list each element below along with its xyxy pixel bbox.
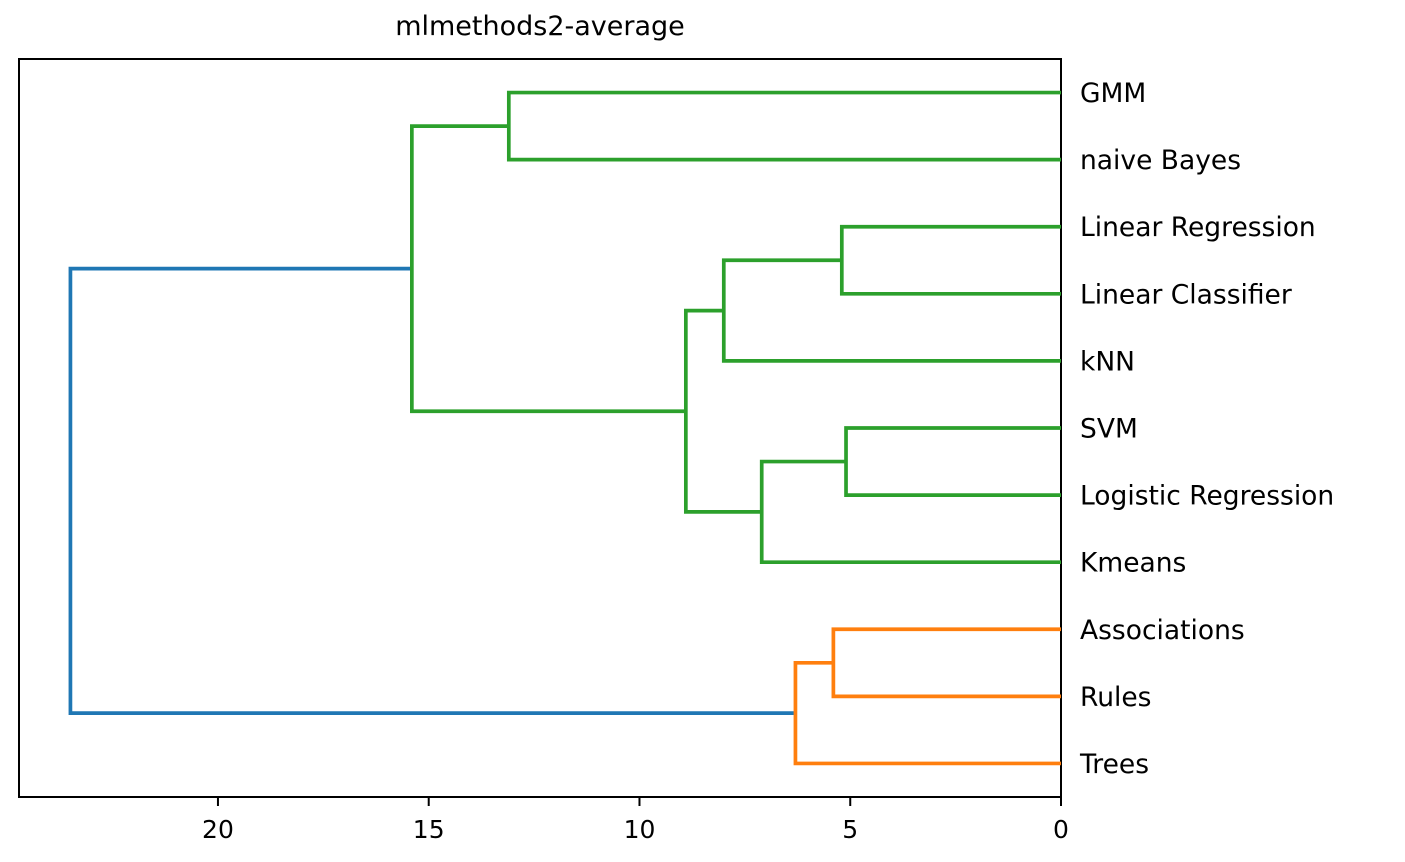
leaf-label: naive Bayes	[1080, 145, 1241, 176]
leaf-label: Linear Regression	[1080, 212, 1316, 243]
leaf-label: GMM	[1080, 78, 1146, 109]
axis-tick-label: 10	[624, 815, 656, 844]
leaf-label: Logistic Regression	[1080, 481, 1334, 512]
leaf-label: Kmeans	[1080, 548, 1186, 579]
dendrogram-link	[839, 224, 1061, 296]
dendrogram-link	[683, 308, 762, 514]
dendrogram-link	[831, 627, 1061, 699]
leaf-label: kNN	[1080, 346, 1135, 377]
leaf-label: Trees	[1079, 749, 1149, 780]
leaf-label: SVM	[1080, 414, 1138, 445]
dendrogram-link	[844, 426, 1061, 497]
dendrogram-link	[506, 90, 1061, 162]
dendrogram-link	[68, 266, 796, 715]
chart-title: mlmethods2-average	[395, 11, 685, 42]
dendrogram-link	[410, 124, 686, 414]
axis-tick-label: 20	[202, 815, 234, 844]
dendrogram-link	[793, 660, 1061, 766]
leaf-label: Associations	[1080, 615, 1245, 646]
leaf-label: Linear Classifier	[1080, 279, 1292, 310]
dendrogram-link	[721, 258, 1061, 363]
axis-tick-label: 5	[842, 815, 858, 844]
leaf-label: Rules	[1080, 682, 1152, 713]
dendrogram-link	[759, 459, 1061, 565]
axis-tick-label: 15	[413, 815, 445, 844]
axis-tick-label: 0	[1053, 815, 1069, 844]
